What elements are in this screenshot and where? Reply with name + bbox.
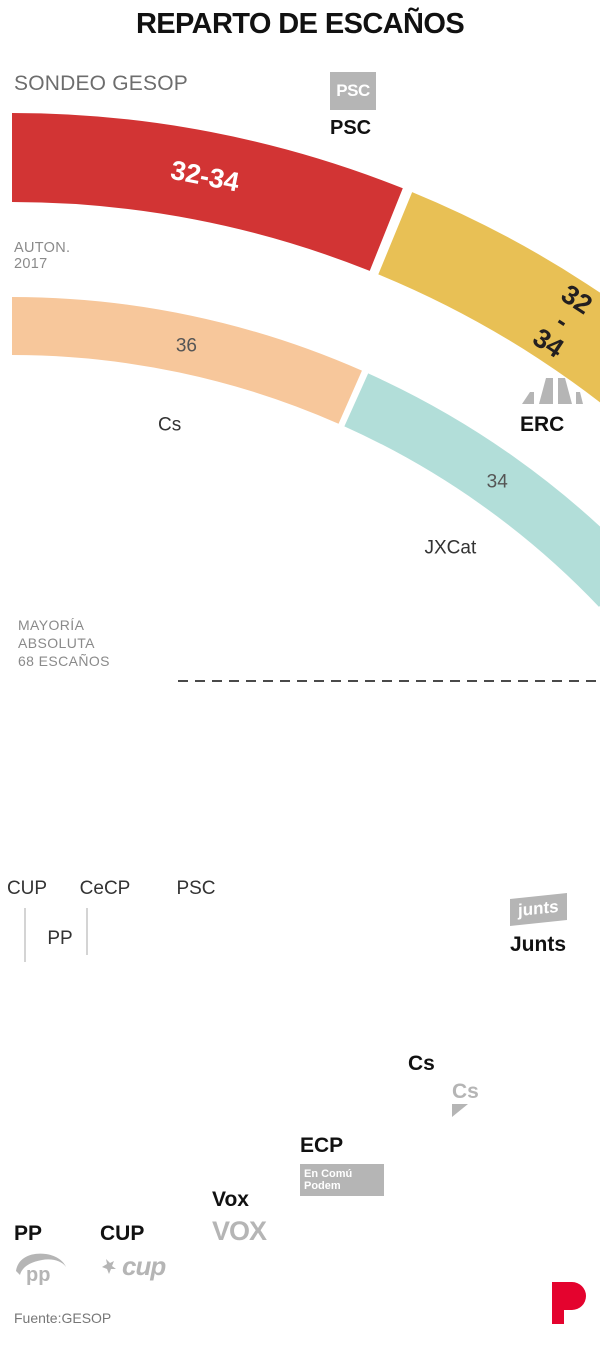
erc-logo-icon (522, 378, 583, 404)
inner-party-name-cup: CUP (7, 878, 47, 899)
legend-junts-label: Junts (510, 933, 567, 956)
majority-line1: MAYORÍA (18, 617, 85, 633)
legend-vox-label: Vox (212, 1188, 249, 1211)
cup-star-icon (102, 1258, 116, 1274)
inner-party-name-psc: PSC (176, 878, 215, 899)
majority-line3: 68 ESCAÑOS (18, 653, 110, 669)
psc-logo: PSC (330, 72, 376, 110)
inner-ring-generated (12, 297, 600, 607)
periodico-p-logo (552, 1282, 586, 1324)
majority-line2: ABSOLUTA (18, 635, 95, 651)
inner-party-name-pp: PP (47, 928, 72, 949)
arc-outer-erc[interactable] (378, 192, 600, 471)
inner-ring-caption-line2: 2017 (14, 256, 48, 272)
arc-outer-psc[interactable] (12, 113, 403, 271)
legend-cup-label: CUP (100, 1222, 145, 1245)
svg-text:pp: pp (26, 1264, 50, 1285)
ecp-logo: En Comú Podem (300, 1164, 384, 1196)
outer-ring-generated (12, 113, 600, 471)
legend-pp-label: PP (14, 1222, 43, 1245)
legend-ecp[interactable]: ECP En Comú Podem (300, 1134, 384, 1196)
pp-gull-icon: pp (16, 1253, 66, 1286)
legend-erc-label: ERC (520, 413, 565, 436)
legend-cs-label: Cs (408, 1052, 435, 1075)
inner-seat-value-jxcat: 34 (487, 472, 509, 493)
majority-annotation: MAYORÍA ABSOLUTA 68 ESCAÑOS (18, 616, 110, 670)
inner-party-name-cs: Cs (158, 415, 181, 436)
arc-inner-jxcat[interactable] (344, 373, 600, 607)
legend-psc[interactable]: PSC PSC (330, 72, 376, 140)
inner-seat-value-cs: 36 (176, 335, 197, 356)
legend-erc[interactable]: ERC (520, 370, 584, 437)
legend-psc-label: PSC (330, 117, 372, 139)
pp-logo: pp (14, 1251, 76, 1286)
inner-ring-caption: AUTON. 2017 (14, 240, 70, 272)
inner-party-name-cecp: CeCP (80, 878, 131, 899)
cs-triangle-icon (452, 1104, 468, 1117)
arc-inner-cs[interactable] (12, 297, 362, 424)
inner-ring-labels: 36Cs34JXCat32ERC17PSC844CUPPPCeCPPSC (7, 335, 509, 949)
legend-pp[interactable]: PP pp (14, 1222, 76, 1286)
vox-logo: VOX (212, 1216, 267, 1246)
cup-logo: cup (100, 1251, 166, 1282)
legend-ecp-label: ECP (300, 1134, 344, 1157)
inner-party-name-jxcat: JXCat (425, 538, 477, 559)
outer-ring-caption: SONDEO GESOP (14, 72, 188, 95)
legend-vox[interactable]: Vox VOX (212, 1188, 267, 1247)
legend-junts[interactable]: junts Junts (510, 893, 567, 957)
legend-cup[interactable]: CUP cup (100, 1222, 166, 1282)
junts-logo: junts (510, 893, 567, 926)
page-title: REPARTO DE ESCAÑOS (135, 8, 465, 40)
inner-ring-caption-line1: AUTON. (14, 240, 71, 256)
cs-logo: Cs (452, 1080, 479, 1119)
legend-cs[interactable]: Cs Cs (408, 1052, 479, 1119)
source-note: Fuente:GESOP (14, 1310, 112, 1326)
